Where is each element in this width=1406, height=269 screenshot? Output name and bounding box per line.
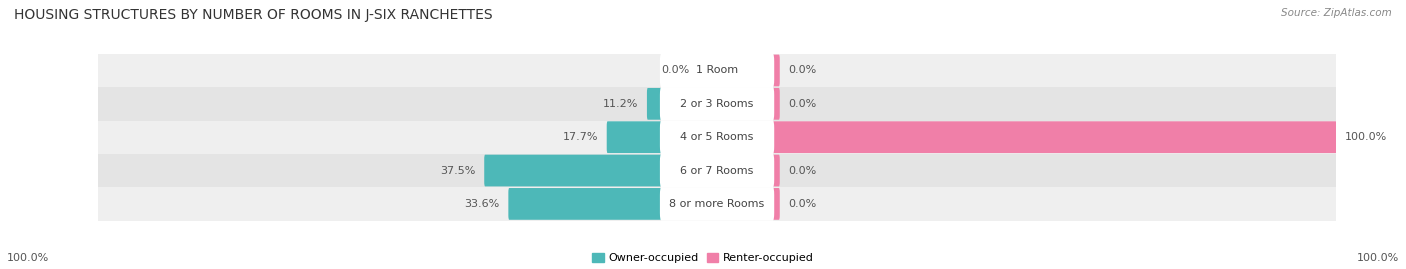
Text: HOUSING STRUCTURES BY NUMBER OF ROOMS IN J-SIX RANCHETTES: HOUSING STRUCTURES BY NUMBER OF ROOMS IN… xyxy=(14,8,492,22)
Text: Source: ZipAtlas.com: Source: ZipAtlas.com xyxy=(1281,8,1392,18)
Bar xyxy=(98,154,1336,187)
FancyBboxPatch shape xyxy=(509,188,718,220)
Text: 100.0%: 100.0% xyxy=(1346,132,1388,142)
FancyBboxPatch shape xyxy=(659,87,775,121)
FancyBboxPatch shape xyxy=(716,121,1337,153)
FancyBboxPatch shape xyxy=(484,155,718,186)
Text: 8 or more Rooms: 8 or more Rooms xyxy=(669,199,765,209)
FancyBboxPatch shape xyxy=(697,55,718,86)
Text: 1 Room: 1 Room xyxy=(696,65,738,76)
FancyBboxPatch shape xyxy=(659,154,775,187)
Text: 2 or 3 Rooms: 2 or 3 Rooms xyxy=(681,99,754,109)
FancyBboxPatch shape xyxy=(716,88,780,120)
Text: 11.2%: 11.2% xyxy=(603,99,638,109)
Text: 0.0%: 0.0% xyxy=(789,165,817,176)
Text: 17.7%: 17.7% xyxy=(562,132,599,142)
Text: 0.0%: 0.0% xyxy=(661,65,689,76)
Text: 0.0%: 0.0% xyxy=(789,199,817,209)
Text: 33.6%: 33.6% xyxy=(464,199,501,209)
Text: 100.0%: 100.0% xyxy=(7,253,49,263)
FancyBboxPatch shape xyxy=(647,88,718,120)
FancyBboxPatch shape xyxy=(607,121,718,153)
FancyBboxPatch shape xyxy=(659,54,775,87)
Bar xyxy=(98,54,1336,87)
Bar xyxy=(98,121,1336,154)
FancyBboxPatch shape xyxy=(716,55,780,86)
Text: 100.0%: 100.0% xyxy=(1357,253,1399,263)
Text: 6 or 7 Rooms: 6 or 7 Rooms xyxy=(681,165,754,176)
Text: 37.5%: 37.5% xyxy=(440,165,475,176)
Bar xyxy=(98,87,1336,121)
FancyBboxPatch shape xyxy=(659,187,775,221)
Bar xyxy=(98,187,1336,221)
Text: 4 or 5 Rooms: 4 or 5 Rooms xyxy=(681,132,754,142)
FancyBboxPatch shape xyxy=(716,188,780,220)
Text: 0.0%: 0.0% xyxy=(789,65,817,76)
Legend: Owner-occupied, Renter-occupied: Owner-occupied, Renter-occupied xyxy=(592,253,814,263)
FancyBboxPatch shape xyxy=(659,121,775,154)
Text: 0.0%: 0.0% xyxy=(789,99,817,109)
FancyBboxPatch shape xyxy=(716,155,780,186)
